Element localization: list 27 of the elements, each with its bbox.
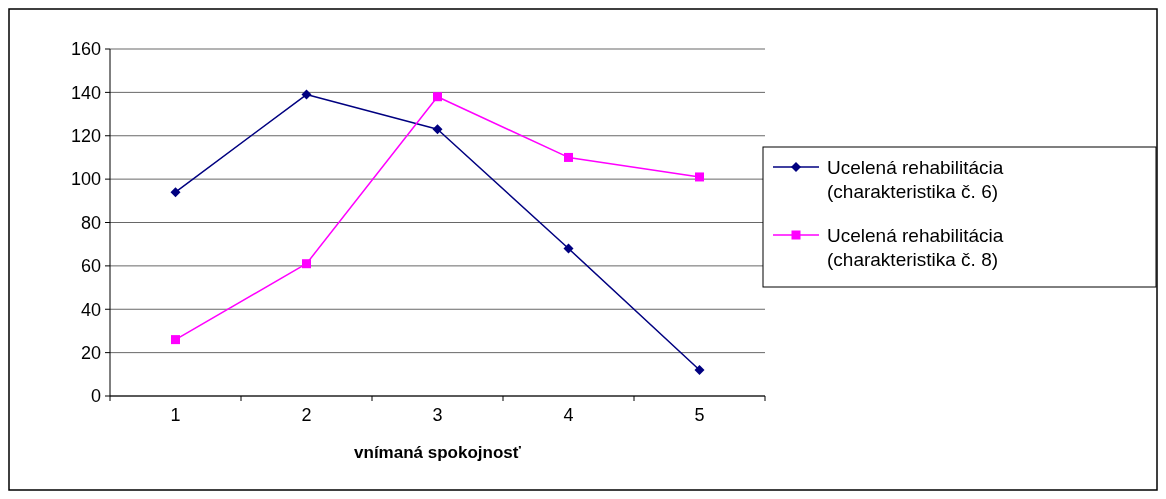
point [170, 187, 181, 198]
y-tick-label: 40 [80, 299, 101, 320]
point [302, 259, 311, 269]
x-tick-label: 3 [432, 405, 443, 425]
point [695, 172, 704, 182]
y-tick-label: 140 [70, 82, 101, 103]
point [564, 152, 573, 162]
legend-label: Ucelená rehabilitácia (charakteristika č. 8) [827, 224, 1004, 270]
point [433, 92, 442, 102]
x-tick-label: 4 [563, 405, 574, 425]
x-tick-label: 1 [170, 405, 181, 425]
point [171, 335, 180, 345]
x-axis-title: vnímaná spokojnosť [354, 443, 522, 462]
x-tick-label: 2 [301, 405, 312, 425]
point [694, 364, 705, 375]
y-tick-label: 160 [70, 39, 101, 60]
y-tick-label: 60 [80, 256, 101, 277]
y-tick-label: 100 [70, 169, 101, 190]
point [563, 243, 574, 254]
point [301, 89, 312, 100]
y-tick-label: 0 [90, 386, 101, 407]
x-tick-label: 5 [694, 405, 705, 425]
y-tick-label: 120 [70, 126, 101, 147]
y-tick-label: 20 [80, 342, 101, 363]
point [432, 124, 443, 135]
legend-label: Ucelená rehabilitácia (charakteristika č. 6) [827, 156, 1004, 202]
y-tick-label: 80 [80, 212, 101, 233]
